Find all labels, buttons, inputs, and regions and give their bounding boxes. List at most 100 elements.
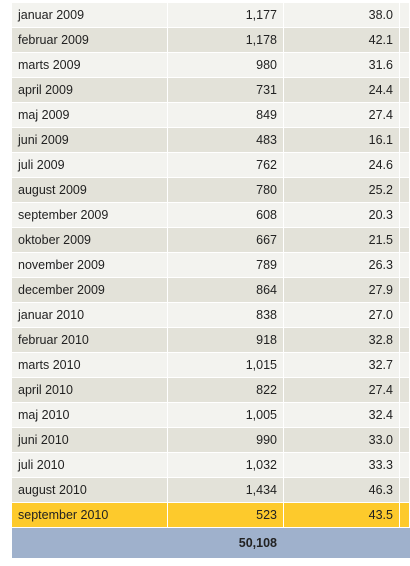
- rate-cell: 33.3: [284, 453, 400, 477]
- total-rate-cell: [284, 528, 400, 558]
- table-row: april 2010 822 27.4: [12, 378, 410, 403]
- table-row: september 2009 608 20.3: [12, 203, 410, 228]
- month-cell: juni 2009: [12, 128, 168, 152]
- edge-cell: [400, 203, 410, 227]
- rate-cell: 27.4: [284, 378, 400, 402]
- count-cell: 918: [168, 328, 284, 352]
- rate-cell: 21.5: [284, 228, 400, 252]
- month-cell: august 2009: [12, 178, 168, 202]
- count-cell: 1,032: [168, 453, 284, 477]
- count-cell: 980: [168, 53, 284, 77]
- month-cell: januar 2009: [12, 3, 168, 27]
- count-cell: 483: [168, 128, 284, 152]
- month-cell: maj 2010: [12, 403, 168, 427]
- edge-cell: [400, 28, 410, 52]
- edge-cell: [400, 103, 410, 127]
- month-cell: februar 2009: [12, 28, 168, 52]
- table-row: juni 2009 483 16.1: [12, 128, 410, 153]
- edge-cell: [400, 503, 410, 527]
- rate-cell: 27.0: [284, 303, 400, 327]
- total-month-cell: [12, 528, 168, 558]
- edge-cell: [400, 453, 410, 477]
- count-cell: 608: [168, 203, 284, 227]
- table-row: januar 2010 838 27.0: [12, 303, 410, 328]
- rate-cell: 31.6: [284, 53, 400, 77]
- month-cell: juli 2009: [12, 153, 168, 177]
- rate-cell: 42.1: [284, 28, 400, 52]
- month-cell: december 2009: [12, 278, 168, 302]
- count-cell: 1,178: [168, 28, 284, 52]
- table-row: april 2009 731 24.4: [12, 78, 410, 103]
- table-row: januar 2009 1,177 38.0: [12, 3, 410, 28]
- rate-cell: 43.5: [284, 503, 400, 527]
- count-cell: 864: [168, 278, 284, 302]
- edge-cell: [400, 278, 410, 302]
- rate-cell: 20.3: [284, 203, 400, 227]
- edge-cell: [400, 403, 410, 427]
- edge-cell: [400, 253, 410, 277]
- month-cell: september 2009: [12, 203, 168, 227]
- edge-cell: [400, 153, 410, 177]
- rate-cell: 24.6: [284, 153, 400, 177]
- rate-cell: 38.0: [284, 3, 400, 27]
- monthly-stats-table: januar 2009 1,177 38.0 februar 2009 1,178 42.…: [12, 3, 410, 558]
- edge-cell: [400, 178, 410, 202]
- table-row: maj 2009 849 27.4: [12, 103, 410, 128]
- rate-cell: 32.7: [284, 353, 400, 377]
- month-cell: april 2009: [12, 78, 168, 102]
- month-cell: juni 2010: [12, 428, 168, 452]
- total-row: 50,108: [12, 528, 410, 558]
- month-cell: februar 2010: [12, 328, 168, 352]
- edge-cell: [400, 303, 410, 327]
- table-row: marts 2009 980 31.6: [12, 53, 410, 78]
- edge-cell: [400, 378, 410, 402]
- count-cell: 731: [168, 78, 284, 102]
- month-cell: marts 2009: [12, 53, 168, 77]
- edge-cell: [400, 428, 410, 452]
- table-row-highlighted: september 2010 523 43.5: [12, 503, 410, 528]
- table-row: august 2009 780 25.2: [12, 178, 410, 203]
- rate-cell: 25.2: [284, 178, 400, 202]
- count-cell: 990: [168, 428, 284, 452]
- month-cell: april 2010: [12, 378, 168, 402]
- table-row: februar 2009 1,178 42.1: [12, 28, 410, 53]
- month-cell: marts 2010: [12, 353, 168, 377]
- count-cell: 822: [168, 378, 284, 402]
- table-row: marts 2010 1,015 32.7: [12, 353, 410, 378]
- table-row: august 2010 1,434 46.3: [12, 478, 410, 503]
- count-cell: 849: [168, 103, 284, 127]
- table-row: juli 2009 762 24.6: [12, 153, 410, 178]
- count-cell: 780: [168, 178, 284, 202]
- edge-cell: [400, 228, 410, 252]
- count-cell: 1,015: [168, 353, 284, 377]
- edge-cell: [400, 3, 410, 27]
- table-row: maj 2010 1,005 32.4: [12, 403, 410, 428]
- count-cell: 838: [168, 303, 284, 327]
- total-count-cell: 50,108: [168, 528, 284, 558]
- rate-cell: 26.3: [284, 253, 400, 277]
- count-cell: 1,177: [168, 3, 284, 27]
- total-edge-cell: [400, 528, 410, 558]
- table-row: juli 2010 1,032 33.3: [12, 453, 410, 478]
- month-cell: september 2010: [12, 503, 168, 527]
- edge-cell: [400, 353, 410, 377]
- rate-cell: 32.4: [284, 403, 400, 427]
- month-cell: august 2010: [12, 478, 168, 502]
- rate-cell: 16.1: [284, 128, 400, 152]
- month-cell: oktober 2009: [12, 228, 168, 252]
- rate-cell: 24.4: [284, 78, 400, 102]
- count-cell: 1,434: [168, 478, 284, 502]
- count-cell: 1,005: [168, 403, 284, 427]
- count-cell: 667: [168, 228, 284, 252]
- rate-cell: 27.9: [284, 278, 400, 302]
- month-cell: november 2009: [12, 253, 168, 277]
- table-row: december 2009 864 27.9: [12, 278, 410, 303]
- rate-cell: 46.3: [284, 478, 400, 502]
- month-cell: juli 2010: [12, 453, 168, 477]
- edge-cell: [400, 128, 410, 152]
- rate-cell: 32.8: [284, 328, 400, 352]
- rate-cell: 27.4: [284, 103, 400, 127]
- count-cell: 789: [168, 253, 284, 277]
- edge-cell: [400, 328, 410, 352]
- table-row: oktober 2009 667 21.5: [12, 228, 410, 253]
